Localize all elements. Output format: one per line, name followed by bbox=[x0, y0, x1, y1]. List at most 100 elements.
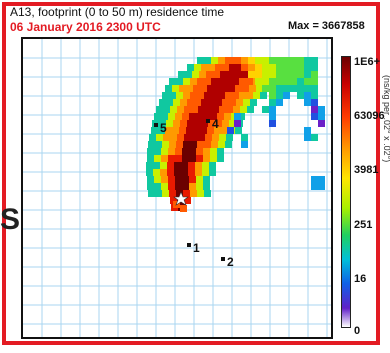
plume-cell bbox=[170, 134, 177, 141]
footprint-plume bbox=[146, 57, 325, 212]
plume-cell bbox=[311, 71, 318, 78]
plume-cell bbox=[154, 183, 161, 190]
plume-cell bbox=[154, 148, 161, 155]
plume-cell bbox=[167, 169, 174, 176]
plume-cell bbox=[235, 85, 242, 92]
plume-cell bbox=[304, 127, 311, 134]
plume-cell bbox=[276, 99, 283, 106]
plume-cell bbox=[227, 127, 234, 134]
plume-cell bbox=[311, 78, 318, 85]
plume-cell bbox=[204, 57, 211, 64]
plume-cell bbox=[168, 176, 175, 183]
plume-cell bbox=[149, 134, 156, 141]
plume-cell bbox=[229, 120, 236, 127]
plume-cell bbox=[190, 141, 197, 148]
site-label-5: 5 bbox=[160, 121, 167, 135]
plume-cell bbox=[241, 64, 248, 71]
plume-cell bbox=[183, 141, 190, 148]
plume-cell bbox=[176, 92, 183, 99]
plume-cell bbox=[225, 78, 232, 85]
plume-cell bbox=[156, 106, 163, 113]
plume-cell bbox=[202, 169, 209, 176]
plume-cell bbox=[193, 127, 200, 134]
plume-cell bbox=[187, 64, 194, 71]
plume-cell bbox=[191, 134, 198, 141]
plume-cell bbox=[163, 106, 170, 113]
plume-cell bbox=[276, 85, 283, 92]
plume-cell bbox=[276, 92, 283, 99]
plume-cell bbox=[203, 113, 210, 120]
plume-cell bbox=[318, 176, 325, 183]
plume-cell bbox=[184, 106, 191, 113]
plume-cell bbox=[161, 183, 168, 190]
plume-cell bbox=[220, 71, 227, 78]
plume-cell bbox=[160, 162, 167, 169]
colorbar-label-16: 16 bbox=[354, 273, 367, 285]
plume-cell bbox=[197, 57, 204, 64]
plume-cell bbox=[235, 127, 242, 134]
plume-cell bbox=[154, 155, 161, 162]
plume-cell bbox=[218, 78, 225, 85]
footprint-map: 5 4 1 2 bbox=[21, 37, 333, 339]
plume-cell bbox=[175, 113, 182, 120]
side-glyph: S bbox=[0, 203, 21, 236]
plume-cell bbox=[228, 85, 235, 92]
plume-cell bbox=[311, 183, 318, 190]
plume-cell bbox=[172, 85, 179, 92]
plume-cell bbox=[161, 113, 168, 120]
plume-cell bbox=[197, 92, 204, 99]
plume-cell bbox=[177, 106, 184, 113]
plume-cell bbox=[187, 120, 194, 127]
plume-cell bbox=[175, 183, 182, 190]
plume-cell bbox=[154, 113, 161, 120]
plume-cell bbox=[200, 127, 207, 134]
plume-cell bbox=[234, 120, 241, 127]
plume-cell bbox=[218, 57, 225, 64]
plume-cell bbox=[182, 148, 189, 155]
plume-cell bbox=[155, 190, 162, 197]
plume-cell bbox=[260, 92, 267, 99]
plume-cell bbox=[283, 78, 290, 85]
plume-cell bbox=[189, 148, 196, 155]
plume-cell bbox=[170, 197, 177, 204]
plume-cell bbox=[311, 92, 318, 99]
plume-cell bbox=[168, 155, 175, 162]
plume-cell bbox=[236, 64, 243, 71]
plume-cell bbox=[242, 85, 249, 92]
plume-cell bbox=[276, 71, 283, 78]
plume-cell bbox=[162, 190, 169, 197]
plume-cell bbox=[173, 120, 180, 127]
plume-cell bbox=[213, 71, 220, 78]
plume-cell bbox=[182, 183, 189, 190]
plume-cell bbox=[204, 141, 211, 148]
plume-cell bbox=[222, 64, 229, 71]
plume-cell bbox=[211, 141, 218, 148]
plume-cell bbox=[195, 162, 202, 169]
plume-cell bbox=[217, 155, 224, 162]
plume-cell bbox=[290, 71, 297, 78]
plume-cell bbox=[190, 92, 197, 99]
plume-cell bbox=[311, 64, 318, 71]
colorbar bbox=[341, 56, 351, 328]
plume-cell bbox=[215, 64, 222, 71]
plume-cell bbox=[184, 134, 191, 141]
site-markers: 5 4 1 2 bbox=[154, 117, 234, 269]
plume-cell bbox=[207, 127, 214, 134]
plume-cell bbox=[178, 71, 185, 78]
plume-cell bbox=[219, 106, 226, 113]
plume-cell bbox=[146, 169, 153, 176]
plume-cell bbox=[232, 78, 239, 85]
plume-cell bbox=[211, 92, 218, 99]
colorbar-label-3981: 3981 bbox=[354, 164, 379, 176]
plume-cell bbox=[180, 205, 187, 212]
plume-cell bbox=[203, 183, 210, 190]
plume-cell bbox=[158, 127, 165, 134]
plume-cell bbox=[311, 106, 318, 113]
plume-cell bbox=[188, 169, 195, 176]
plume-cell bbox=[183, 78, 190, 85]
plume-cell bbox=[246, 92, 253, 99]
plume-cell bbox=[187, 99, 194, 106]
plume-cell bbox=[304, 71, 311, 78]
plume-cell bbox=[276, 64, 283, 71]
plume-cell bbox=[262, 71, 269, 78]
